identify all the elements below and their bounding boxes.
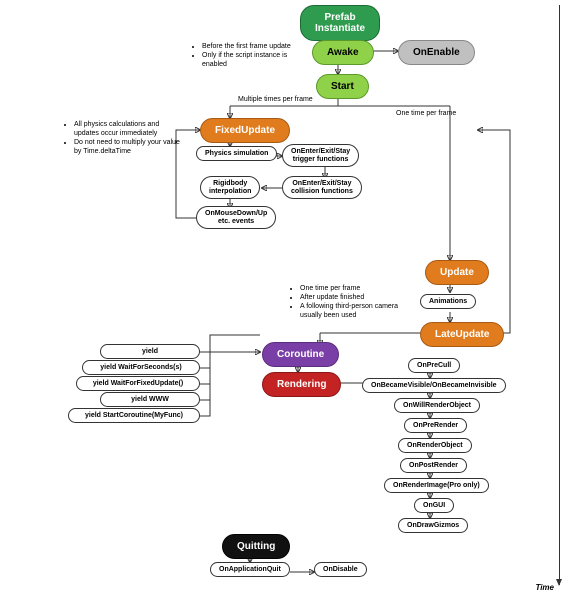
yield-fixed-node: yield WaitForFixedUpdate() — [76, 376, 200, 391]
onenable-node: OnEnable — [398, 40, 475, 65]
rendering-node: Rendering — [262, 372, 341, 397]
update-node: Update — [425, 260, 489, 285]
ondrawgizmos-node: OnDrawGizmos — [398, 518, 468, 533]
collision-node: OnEnter/Exit/Staycollision functions — [282, 176, 362, 199]
rigidbody-node: Rigidbodyinterpolation — [200, 176, 260, 199]
yield-node: yield — [100, 344, 200, 359]
onbecame-node: OnBecameVisible/OnBecameInvisible — [362, 378, 506, 393]
ongui-node: OnGUI — [414, 498, 454, 513]
prefab-node: PrefabInstantiate — [300, 5, 380, 41]
onprecull-node: OnPreCull — [408, 358, 460, 373]
once-label: One time per frame — [396, 110, 456, 117]
lateupdate-node: LateUpdate — [420, 322, 504, 347]
onprerender-node: OnPreRender — [404, 418, 467, 433]
start-node: Start — [316, 74, 369, 99]
ondisable-node: OnDisable — [314, 562, 367, 577]
awake-node: Awake — [312, 40, 374, 65]
quitting-node: Quitting — [222, 534, 290, 559]
onwillrender-node: OnWillRenderObject — [394, 398, 480, 413]
yield-secs-node: yield WaitForSeconds(s) — [82, 360, 200, 375]
multi-label: Multiple times per frame — [238, 96, 313, 103]
time-axis — [559, 5, 560, 585]
onappquit-node: OnApplicationQuit — [210, 562, 290, 577]
awake-note: Before the first frame update Only if th… — [190, 42, 300, 69]
trigger-node: OnEnter/Exit/Staytrigger functions — [282, 144, 359, 167]
yield-start-node: yield StartCoroutine(MyFunc) — [68, 408, 200, 423]
coroutine-node: Coroutine — [262, 342, 339, 367]
mouse-node: OnMouseDown/Upetc. events — [196, 206, 276, 229]
fixedupdate-node: FixedUpdate — [200, 118, 290, 143]
fixed-note: All physics calculations and updates occ… — [62, 120, 182, 156]
time-label: Time — [535, 583, 554, 592]
onrenderimg-node: OnRenderImage(Pro only) — [384, 478, 489, 493]
animations-node: Animations — [420, 294, 476, 309]
onpostrender-node: OnPostRender — [400, 458, 467, 473]
yield-www-node: yield WWW — [100, 392, 200, 407]
onrenderobj-node: OnRenderObject — [398, 438, 472, 453]
physics-node: Physics simulation — [196, 146, 277, 161]
late-note: One time per frame After update finished… — [288, 284, 418, 320]
